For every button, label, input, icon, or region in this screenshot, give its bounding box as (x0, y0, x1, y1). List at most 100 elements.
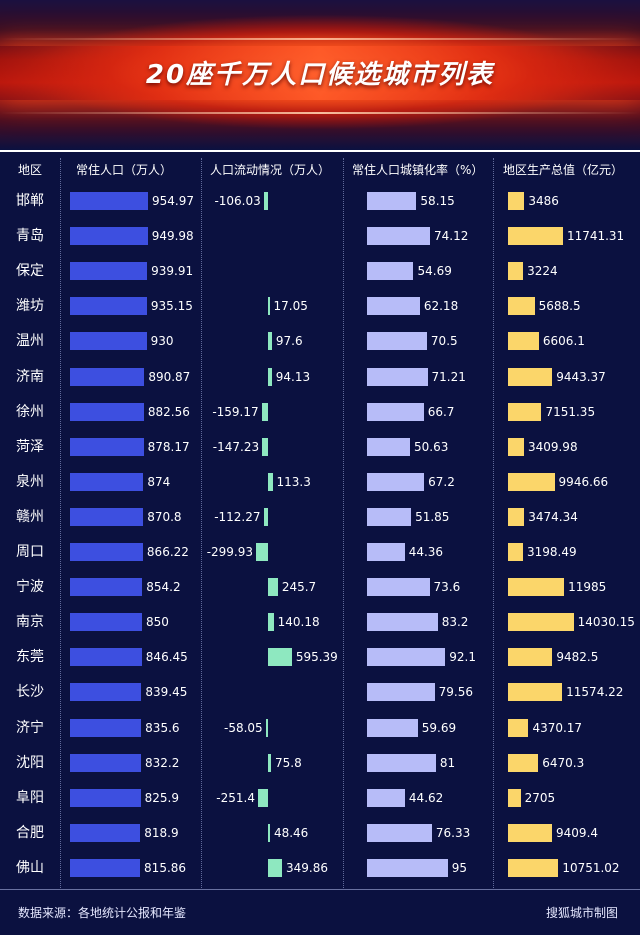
city-label: 长沙 (16, 684, 44, 701)
city-label: 济宁 (16, 719, 44, 736)
urbanization-bar (367, 262, 414, 281)
population-value: 874 (147, 474, 171, 489)
population-value: 930 (150, 334, 174, 349)
urbanization-value: 54.69 (417, 264, 452, 279)
gdp-value: 10751.02 (562, 860, 620, 875)
flow-value: -251.4 (216, 790, 255, 805)
city-label: 保定 (16, 263, 44, 280)
flow-value: 75.8 (275, 755, 302, 770)
city-label: 合肥 (16, 824, 44, 841)
population-bar (70, 858, 141, 877)
population-value: 870.8 (147, 509, 182, 524)
gdp-bar (508, 332, 539, 351)
urbanization-value: 74.12 (434, 229, 469, 244)
population-bar (70, 578, 143, 597)
urbanization-value: 44.62 (408, 790, 444, 805)
flow-value: 349.86 (285, 860, 328, 875)
urbanization-value: 66.7 (427, 404, 455, 419)
urbanization-bar (367, 227, 430, 246)
column-separator (493, 158, 494, 888)
urbanization-value: 67.2 (428, 474, 455, 489)
urbanization-bar (367, 823, 432, 842)
gdp-bar (508, 402, 542, 421)
population-value: 878.17 (147, 439, 190, 454)
population-bar (70, 437, 144, 456)
header-urbanization: 常住人口城镇化率（%） (352, 163, 484, 177)
footer-divider (0, 889, 640, 890)
city-label: 南京 (16, 614, 44, 631)
city-label: 邯郸 (16, 193, 44, 209)
population-bar (70, 543, 143, 561)
city-label: 阜阳 (16, 789, 44, 806)
flow-value: 113.3 (276, 474, 311, 489)
population-value: 818.9 (144, 825, 179, 840)
population-bar (70, 718, 142, 737)
flow-value: -299.93 (206, 545, 254, 559)
flow-value: -58.05 (224, 720, 263, 735)
column-separator (343, 158, 344, 888)
urbanization-value: 62.18 (423, 299, 459, 314)
gdp-value: 3224 (527, 264, 558, 279)
population-value: 954.97 (151, 194, 194, 208)
urbanization-bar (367, 437, 411, 456)
population-value: 939.91 (151, 264, 194, 279)
gdp-bar (508, 613, 574, 632)
urbanization-value: 92.1 (449, 650, 476, 665)
gdp-value: 6470.3 (542, 755, 585, 770)
gdp-bar (508, 543, 523, 561)
urbanization-bar (367, 718, 418, 737)
gdp-bar (508, 472, 555, 491)
flow-bar (263, 507, 268, 526)
gdp-value: 11741.31 (566, 229, 625, 244)
urbanization-bar (367, 402, 424, 421)
urbanization-value: 83.2 (441, 615, 469, 630)
gdp-value: 5688.5 (538, 299, 581, 314)
city-label: 潍坊 (16, 298, 44, 315)
flow-value: 48.46 (273, 825, 309, 840)
gdp-value: 9482.5 (556, 650, 599, 665)
city-label: 青岛 (16, 228, 44, 245)
gdp-value: 6606.1 (542, 334, 585, 349)
gdp-value: 11574.22 (566, 685, 624, 700)
population-value: 949.98 (151, 229, 194, 244)
title-banner: 20座千万人口候选城市列表 (0, 0, 640, 150)
urbanization-value: 58.15 (420, 194, 455, 208)
flow-bar (268, 613, 274, 632)
gdp-value: 3486 (528, 194, 559, 208)
flow-value: -106.03 (214, 194, 261, 208)
population-value: 832.2 (144, 755, 180, 770)
flow-value: 245.7 (281, 580, 317, 595)
gdp-value: 3474.34 (528, 509, 578, 524)
data-source: 数据来源：各地统计公报和年鉴 (18, 906, 187, 920)
header-region: 地区 (18, 163, 43, 177)
population-bar (70, 402, 144, 421)
gdp-bar (508, 367, 553, 386)
flow-bar (268, 753, 272, 772)
population-bar (70, 262, 148, 281)
population-bar (70, 613, 142, 632)
urbanization-bar (367, 753, 436, 772)
population-bar (70, 472, 144, 491)
urbanization-bar (367, 472, 425, 491)
city-label: 菏泽 (16, 438, 44, 455)
flow-bar (268, 332, 272, 351)
flow-value: 94.13 (275, 369, 311, 384)
urbanization-value: 95 (451, 860, 468, 875)
gdp-bar (508, 192, 525, 210)
header-population: 常住人口（万人） (76, 163, 173, 177)
flow-value: 97.6 (275, 334, 303, 349)
gdp-bar (508, 507, 525, 526)
population-bar (70, 332, 147, 351)
population-bar (70, 823, 141, 842)
population-bar (70, 753, 141, 772)
flow-bar (262, 437, 268, 456)
population-value: 846.45 (145, 650, 188, 665)
urbanization-bar (367, 613, 438, 632)
population-value: 935.15 (150, 299, 193, 314)
city-label: 佛山 (16, 859, 44, 876)
gdp-value: 9946.66 (558, 474, 609, 489)
gdp-bar (508, 683, 563, 702)
urbanization-value: 79.56 (438, 685, 473, 700)
flow-value: 17.05 (273, 299, 308, 314)
city-label: 济南 (16, 368, 44, 385)
